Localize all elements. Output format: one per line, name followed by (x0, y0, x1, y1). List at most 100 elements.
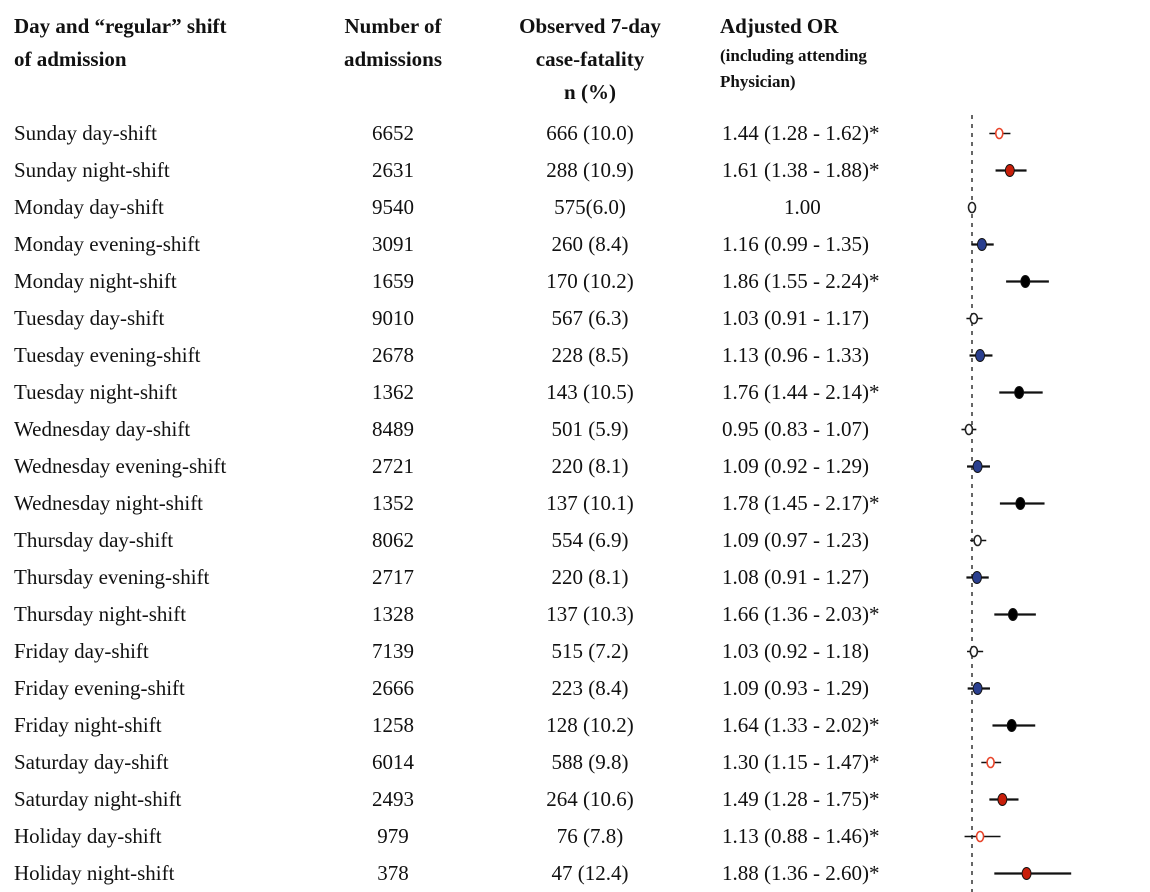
or-point (972, 460, 983, 473)
table-row: Wednesday evening-shift 2721 220 (8.1) 1.09… (0, 448, 960, 485)
row-observed-fatality: 170 (10.2) (546, 269, 634, 293)
header-or-line3: Physician) (720, 72, 796, 91)
row-adjusted-or: 1.09 (0.97 - 1.23) (722, 528, 869, 552)
table-row: Monday night-shift 1659 170 (10.2) 1.86 (1.… (0, 263, 960, 300)
header-obs-line2: case-fatality (535, 47, 645, 71)
row-observed-fatality: 228 (8.5) (551, 343, 629, 367)
row-adjusted-or: 1.00 (784, 195, 821, 219)
row-adjusted-or: 1.64 (1.33 - 2.02)* (722, 713, 880, 737)
row-admissions: 8062 (372, 528, 414, 552)
table-row: Thursday night-shift 1328 137 (10.3) 1.66 (… (0, 596, 960, 633)
row-observed-fatality: 264 (10.6) (546, 787, 634, 811)
row-adjusted-or: 1.49 (1.28 - 1.75)* (722, 787, 880, 811)
row-admissions: 979 (377, 824, 409, 848)
row-label: Monday night-shift (14, 269, 177, 293)
row-admissions: 6014 (372, 750, 414, 774)
table-row: Tuesday day-shift 9010 567 (6.3) 1.03 (0.91… (0, 300, 960, 337)
table-row: Friday day-shift 7139 515 (7.2) 1.03 (0.92 … (0, 633, 960, 670)
row-adjusted-or: 1.76 (1.44 - 2.14)* (722, 380, 880, 404)
row-adjusted-or: 1.78 (1.45 - 2.17)* (722, 491, 880, 515)
table-row: Friday night-shift 1258 128 (10.2) 1.64 (1.… (0, 707, 960, 744)
row-adjusted-or: 1.44 (1.28 - 1.62)* (722, 121, 880, 145)
or-point (976, 238, 987, 251)
row-admissions: 3091 (372, 232, 414, 256)
row-admissions: 1352 (372, 491, 414, 515)
table-row: Tuesday evening-shift 2678 228 (8.5) 1.13 (… (0, 337, 960, 374)
or-point (969, 645, 979, 658)
row-observed-fatality: 666 (10.0) (546, 121, 634, 145)
row-adjusted-or: 1.61 (1.38 - 1.88)* (722, 158, 880, 182)
table-row: Holiday day-shift 979 76 (7.8) 1.13 (0.88 -… (0, 818, 960, 855)
row-label: Wednesday day-shift (14, 417, 191, 441)
row-adjusted-or: 1.88 (1.36 - 2.60)* (722, 861, 880, 885)
header-or-line1: Adjusted OR (720, 14, 839, 38)
row-admissions: 2678 (372, 343, 414, 367)
row-adjusted-or: 1.08 (0.91 - 1.27) (722, 565, 869, 589)
header-day-line1: Day and “regular” shift (14, 14, 227, 38)
row-label: Holiday day-shift (14, 824, 162, 848)
header-day-shift: Day and “regular” shift of admission (14, 10, 314, 76)
header-num-line2: admissions (343, 47, 443, 71)
or-point (971, 571, 982, 584)
row-admissions: 2631 (372, 158, 414, 182)
row-observed-fatality: 220 (8.1) (551, 454, 629, 478)
row-observed-fatality: 567 (6.3) (551, 306, 629, 330)
table-row: Thursday day-shift 8062 554 (6.9) 1.09 (0.9… (0, 522, 960, 559)
or-point (975, 349, 986, 362)
row-adjusted-or: 1.86 (1.55 - 2.24)* (722, 269, 880, 293)
table-row: Monday evening-shift 3091 260 (8.4) 1.16 (0… (0, 226, 960, 263)
or-point (969, 312, 979, 325)
or-point (1007, 608, 1018, 621)
table-row: Sunday night-shift 2631 288 (10.9) 1.61 (1.… (0, 152, 960, 189)
row-observed-fatality: 501 (5.9) (551, 417, 629, 441)
row-label: Monday day-shift (14, 195, 164, 219)
row-admissions: 2666 (372, 676, 414, 700)
forest-plot (961, 115, 1072, 892)
row-observed-fatality: 288 (10.9) (546, 158, 634, 182)
table-row: Wednesday night-shift 1352 137 (10.1) 1.78 … (0, 485, 960, 522)
row-observed-fatality: 76 (7.8) (556, 824, 624, 848)
row-label: Tuesday day-shift (14, 306, 165, 330)
or-point (1020, 275, 1031, 288)
row-label: Friday night-shift (14, 713, 162, 737)
row-label: Friday evening-shift (14, 676, 185, 700)
or-point (1021, 867, 1032, 880)
row-observed-fatality: 220 (8.1) (551, 565, 629, 589)
row-label: Monday evening-shift (14, 232, 201, 256)
row-observed-fatality: 223 (8.4) (551, 676, 629, 700)
row-observed-fatality: 515 (7.2) (551, 639, 629, 663)
row-label: Thursday night-shift (14, 602, 187, 626)
row-label: Sunday day-shift (14, 121, 157, 145)
row-adjusted-or: 1.16 (0.99 - 1.35) (722, 232, 869, 256)
or-point (986, 756, 995, 769)
row-adjusted-or: 1.66 (1.36 - 2.03)* (722, 602, 880, 626)
row-label: Wednesday evening-shift (14, 454, 227, 478)
row-admissions: 1258 (372, 713, 414, 737)
row-admissions: 2493 (372, 787, 414, 811)
row-adjusted-or: 1.13 (0.88 - 1.46)* (722, 824, 880, 848)
row-label: Saturday night-shift (14, 787, 182, 811)
row-label: Sunday night-shift (14, 158, 170, 182)
table-row: Saturday day-shift 6014 588 (9.8) 1.30 (1.1… (0, 744, 960, 781)
row-adjusted-or: 1.30 (1.15 - 1.47)* (722, 750, 880, 774)
header-observed-fatality: Observed 7-day case-fatality n (%) (490, 10, 690, 109)
row-adjusted-or: 1.13 (0.96 - 1.33) (722, 343, 869, 367)
or-point (975, 830, 985, 843)
header-obs-line1: Observed 7-day (519, 14, 661, 38)
row-label: Thursday evening-shift (14, 565, 210, 589)
or-point (973, 534, 982, 547)
header-adjusted-or: Adjusted OR (including attending Physici… (720, 10, 960, 95)
table-row: Sunday day-shift 6652 666 (10.0) 1.44 (1.28… (0, 115, 960, 152)
row-observed-fatality: 260 (8.4) (551, 232, 629, 256)
table-row: Tuesday night-shift 1362 143 (10.5) 1.76 (1… (0, 374, 960, 411)
row-admissions: 6652 (372, 121, 414, 145)
row-admissions: 9540 (372, 195, 414, 219)
row-adjusted-or: 1.09 (0.93 - 1.29) (722, 676, 869, 700)
row-admissions: 378 (377, 861, 409, 885)
row-observed-fatality: 143 (10.5) (546, 380, 634, 404)
or-point (1004, 164, 1015, 177)
header-day-line2: of admission (14, 47, 127, 71)
row-label: Thursday day-shift (14, 528, 174, 552)
header-obs-line3: n (%) (564, 80, 616, 104)
row-admissions: 1328 (372, 602, 414, 626)
